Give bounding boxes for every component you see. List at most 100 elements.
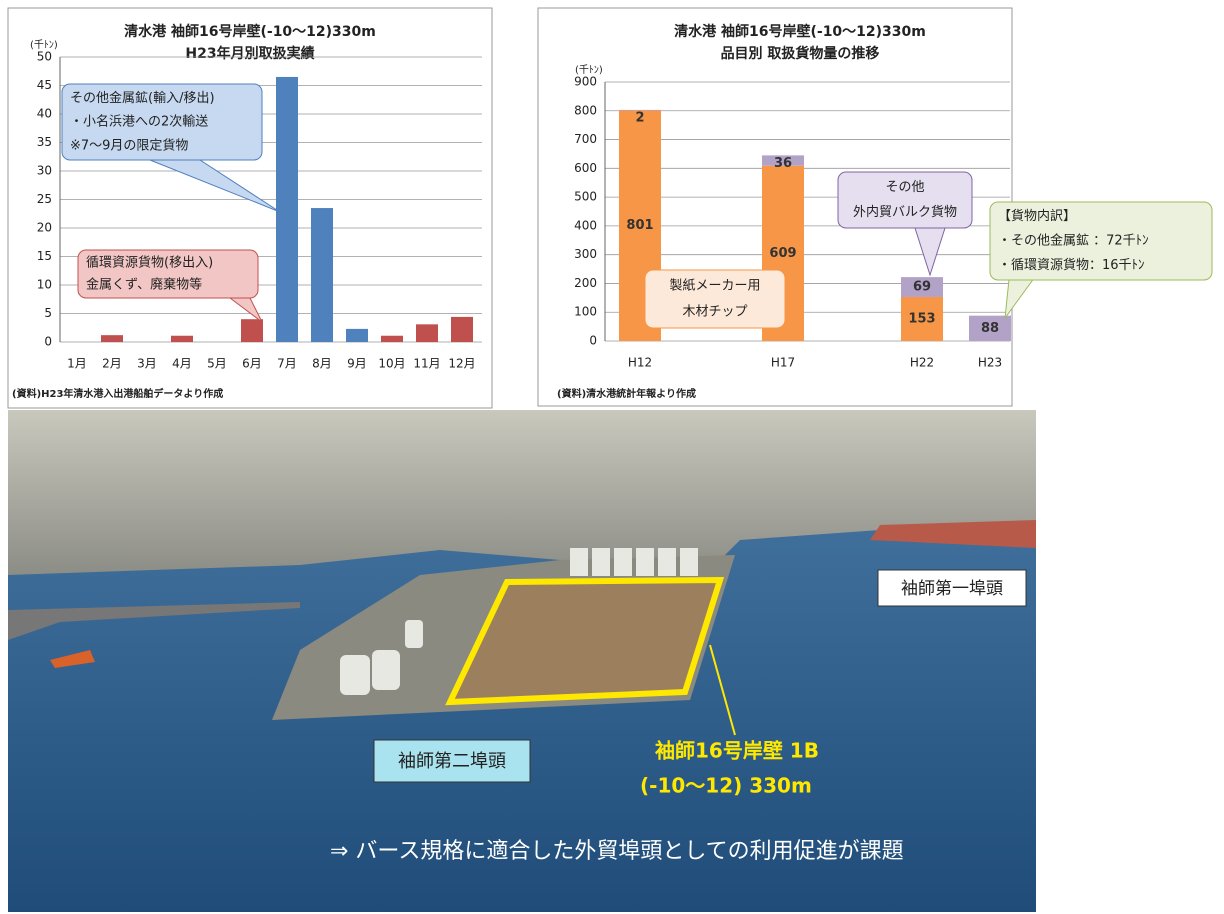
x-tick-label: 4月 <box>172 357 192 371</box>
x-tick-label: 2月 <box>102 357 122 371</box>
x-tick-label: 12月 <box>448 357 475 371</box>
annotation: その他 <box>885 180 924 195</box>
annotation: 製紙メーカー用 <box>669 278 760 293</box>
photo-label: 袖師第一埠頭 <box>901 579 1003 599</box>
annotation: 外内貿バルク貨物 <box>853 204 957 220</box>
chart-title: 品目別 取扱貨物量の推移 <box>721 45 880 62</box>
ship <box>50 650 95 668</box>
callout <box>837 171 973 229</box>
source-note: (資料)H23年清水港入出港船舶データより作成 <box>12 387 223 400</box>
data-label: 36 <box>774 156 792 171</box>
photo-label: 袖師第二埠頭 <box>398 751 506 772</box>
x-tick-label: H22 <box>910 356 934 370</box>
city <box>8 410 1036 575</box>
x-tick-label: 5月 <box>207 357 227 371</box>
callout <box>644 269 786 329</box>
bar <box>311 208 333 342</box>
leader-line <box>709 644 736 736</box>
x-tick-label: 8月 <box>312 357 332 371</box>
x-tick-label: 6月 <box>242 357 262 371</box>
bar <box>346 328 368 342</box>
y-tick-label: 900 <box>574 75 597 89</box>
annotation: 循環資源貨物(移出入) <box>86 255 213 271</box>
chart-title: H23年月別取扱実績 <box>185 45 314 62</box>
bar <box>171 335 193 342</box>
callout <box>61 83 263 161</box>
berth-outline <box>445 576 725 706</box>
bar-segment <box>901 296 943 341</box>
berth-yard <box>450 580 720 702</box>
y-tick-label: 25 <box>37 192 52 206</box>
photo-caption: ⇒ バース規格に適合した外貿埠頭としての利用促進が課題 <box>330 839 904 864</box>
data-label: 88 <box>981 321 999 336</box>
x-tick-label: 10月 <box>378 357 405 371</box>
y-tick-label: 20 <box>37 221 52 235</box>
y-tick-label: 0 <box>44 335 52 349</box>
tanks <box>340 548 698 695</box>
bar <box>241 319 263 342</box>
photo-label: (-10～12) 330m <box>640 774 812 798</box>
annotation: その他金属鉱(輸入/移出) <box>70 90 215 106</box>
y-tick-label: 500 <box>574 190 597 204</box>
label-box <box>373 739 531 783</box>
data-label: 801 <box>626 218 653 233</box>
y-tick-label: 400 <box>574 218 597 232</box>
bar <box>276 76 298 342</box>
bar-segment <box>619 109 661 111</box>
data-label: 2 <box>635 110 644 125</box>
annotation: 【貨物内訳】 <box>998 208 1076 224</box>
annotation: ・循環資源貨物：16千ﾄﾝ <box>998 257 1145 273</box>
x-tick-label: 7月 <box>277 357 297 371</box>
x-tick-label: 1月 <box>67 357 87 371</box>
bar-segment <box>901 277 943 297</box>
x-tick-label: 11月 <box>413 357 440 371</box>
annotation: 金属くず、廃棄物等 <box>86 276 202 292</box>
x-tick-label: 3月 <box>137 357 157 371</box>
bar <box>451 316 473 342</box>
y-axis-label: (千ﾄﾝ) <box>575 64 603 76</box>
y-tick-label: 600 <box>574 161 597 175</box>
data-label: 153 <box>908 311 935 326</box>
y-tick-label: 30 <box>37 164 52 178</box>
y-tick-label: 800 <box>574 103 597 117</box>
callout <box>989 201 1213 281</box>
y-tick-label: 100 <box>574 305 597 319</box>
label-box <box>877 569 1027 607</box>
y-tick-label: 45 <box>37 78 52 92</box>
y-axis-label: (千ﾄﾝ) <box>30 39 58 51</box>
y-tick-label: 700 <box>574 132 597 146</box>
y-tick-label: 10 <box>37 278 52 292</box>
x-tick-label: H12 <box>628 356 652 370</box>
x-tick-label: 9月 <box>347 357 367 371</box>
y-tick-label: 300 <box>574 247 597 261</box>
data-label: 69 <box>913 280 931 295</box>
y-tick-label: 0 <box>589 334 597 348</box>
callout <box>77 249 259 299</box>
annotation: ※7～9月の限定貨物 <box>70 137 188 153</box>
y-tick-label: 200 <box>574 276 597 290</box>
data-label: 609 <box>769 246 796 261</box>
annotation: ・その他金属鉱 ：72千ﾄﾝ <box>998 233 1149 249</box>
bar <box>381 335 403 342</box>
bar <box>101 335 123 342</box>
photo-label: 袖師16号岸壁 1B <box>655 739 819 763</box>
jetty <box>8 602 300 640</box>
y-tick-label: 15 <box>37 249 52 263</box>
y-tick-label: 5 <box>44 306 52 320</box>
annotation: ・小名浜港への2次輸送 <box>70 114 208 130</box>
x-tick-label: H17 <box>771 356 795 370</box>
source-note: (資料)清水港統計年報より作成 <box>557 387 696 400</box>
x-tick-label: H23 <box>978 356 1002 370</box>
bar <box>416 324 438 342</box>
y-tick-label: 40 <box>37 107 52 121</box>
annotation: 木材チップ <box>682 305 747 320</box>
chart-title: 清水港 袖師16号岸壁(-10～12)330m <box>674 23 926 40</box>
containers <box>870 520 1036 548</box>
chart-title: 清水港 袖師16号岸壁(-10～12)330m <box>124 23 376 40</box>
bar-segment <box>762 155 804 166</box>
y-tick-label: 50 <box>37 50 52 64</box>
chart-frame <box>7 7 493 409</box>
photo: 袖師第一埠頭 袖師第二埠頭 袖師16号岸壁 1B (-10～12) 330m ⇒… <box>8 410 1036 912</box>
y-tick-label: 35 <box>37 135 52 149</box>
